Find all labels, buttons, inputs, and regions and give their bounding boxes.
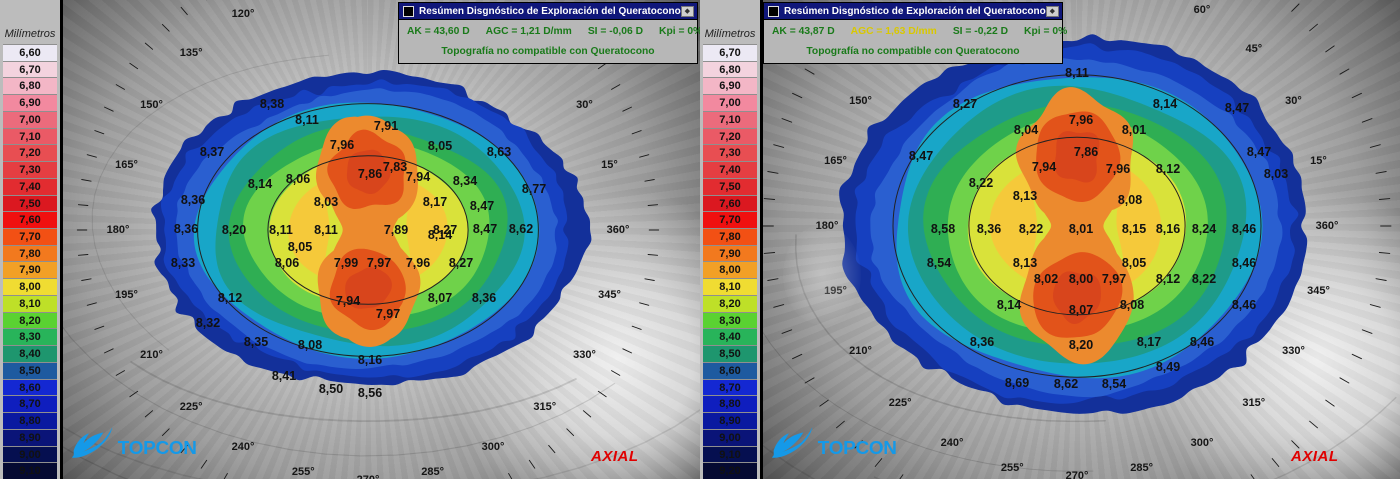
svg-text:7,89: 7,89 [384, 223, 408, 237]
svg-text:8,20: 8,20 [222, 223, 246, 237]
svg-text:8,04: 8,04 [1014, 123, 1038, 137]
svg-text:8,07: 8,07 [1069, 303, 1093, 317]
svg-text:8,32: 8,32 [196, 316, 220, 330]
svg-text:8,03: 8,03 [1264, 167, 1288, 181]
svg-text:8,34: 8,34 [453, 174, 477, 188]
svg-text:8,06: 8,06 [286, 172, 310, 186]
svg-text:8,05: 8,05 [1122, 256, 1146, 270]
svg-text:8,36: 8,36 [977, 222, 1001, 236]
svg-text:8,07: 8,07 [428, 291, 452, 305]
svg-text:7,96: 7,96 [1069, 113, 1093, 127]
svg-text:7,96: 7,96 [1106, 162, 1130, 176]
svg-text:TOPCON: TOPCON [818, 438, 897, 459]
svg-text:7,99: 7,99 [334, 256, 358, 270]
svg-text:8,14: 8,14 [1153, 97, 1177, 111]
svg-text:8,12: 8,12 [1156, 162, 1180, 176]
svg-text:TOPCON: TOPCON [118, 438, 197, 459]
svg-text:8,16: 8,16 [358, 353, 382, 367]
svg-text:8,46: 8,46 [1190, 335, 1214, 349]
svg-text:7,94: 7,94 [406, 170, 430, 184]
svg-text:8,77: 8,77 [522, 182, 546, 196]
svg-text:8,11: 8,11 [269, 223, 293, 237]
svg-text:8,14: 8,14 [997, 298, 1021, 312]
svg-text:8,16: 8,16 [1156, 222, 1180, 236]
svg-text:8,38: 8,38 [260, 97, 284, 111]
svg-text:7,97: 7,97 [367, 256, 391, 270]
svg-text:8,46: 8,46 [1232, 256, 1256, 270]
svg-text:8,47: 8,47 [1247, 145, 1271, 159]
svg-text:8,49: 8,49 [1156, 360, 1180, 374]
svg-text:8,62: 8,62 [509, 222, 533, 236]
svg-text:7,94: 7,94 [1032, 160, 1056, 174]
svg-text:8,54: 8,54 [1102, 377, 1126, 391]
svg-text:8,22: 8,22 [1192, 272, 1216, 286]
svg-text:8,36: 8,36 [181, 193, 205, 207]
svg-text:7,97: 7,97 [376, 307, 400, 321]
svg-text:8,13: 8,13 [1013, 189, 1037, 203]
svg-text:8,08: 8,08 [1120, 298, 1144, 312]
svg-text:8,17: 8,17 [1137, 335, 1161, 349]
svg-text:8,01: 8,01 [1069, 222, 1093, 236]
svg-text:8,35: 8,35 [244, 335, 268, 349]
svg-text:8,58: 8,58 [931, 222, 955, 236]
svg-text:8,05: 8,05 [288, 240, 312, 254]
svg-text:8,11: 8,11 [314, 223, 338, 237]
svg-text:8,37: 8,37 [200, 145, 224, 159]
svg-text:8,47: 8,47 [1225, 101, 1249, 115]
svg-text:8,11: 8,11 [295, 113, 319, 127]
svg-text:7,86: 7,86 [358, 167, 382, 181]
svg-text:8,08: 8,08 [298, 338, 322, 352]
svg-text:8,14: 8,14 [248, 177, 272, 191]
svg-text:8,47: 8,47 [473, 222, 497, 236]
svg-text:8,15: 8,15 [1122, 222, 1146, 236]
svg-text:8,24: 8,24 [1192, 222, 1216, 236]
svg-text:8,63: 8,63 [487, 145, 511, 159]
svg-text:8,46: 8,46 [1232, 222, 1256, 236]
svg-text:7,91: 7,91 [374, 119, 398, 133]
svg-text:8,13: 8,13 [1013, 256, 1037, 270]
svg-text:8,05: 8,05 [428, 139, 452, 153]
svg-text:8,00: 8,00 [1069, 272, 1093, 286]
svg-text:8,12: 8,12 [1156, 272, 1180, 286]
svg-text:8,12: 8,12 [218, 291, 242, 305]
svg-text:8,62: 8,62 [1054, 377, 1078, 391]
svg-text:7,83: 7,83 [383, 160, 407, 174]
svg-text:7,97: 7,97 [1102, 272, 1126, 286]
svg-text:8,69: 8,69 [1005, 376, 1029, 390]
svg-text:7,86: 7,86 [1074, 145, 1098, 159]
svg-text:8,36: 8,36 [970, 335, 994, 349]
svg-text:8,41: 8,41 [272, 369, 296, 383]
svg-text:8,47: 8,47 [470, 199, 494, 213]
svg-text:8,06: 8,06 [275, 256, 299, 270]
svg-text:8,54: 8,54 [927, 256, 951, 270]
svg-text:8,46: 8,46 [1232, 298, 1256, 312]
svg-text:8,36: 8,36 [472, 291, 496, 305]
svg-text:8,27: 8,27 [449, 256, 473, 270]
svg-text:8,36: 8,36 [174, 222, 198, 236]
svg-text:8,02: 8,02 [1034, 272, 1058, 286]
svg-text:8,03: 8,03 [314, 195, 338, 209]
svg-text:8,47: 8,47 [909, 149, 933, 163]
svg-text:7,96: 7,96 [406, 256, 430, 270]
svg-text:8,27: 8,27 [953, 97, 977, 111]
svg-text:8,17: 8,17 [423, 195, 447, 209]
svg-text:8,01: 8,01 [1122, 123, 1146, 137]
svg-text:8,08: 8,08 [1118, 193, 1142, 207]
svg-text:7,96: 7,96 [330, 138, 354, 152]
svg-text:8,20: 8,20 [1069, 338, 1093, 352]
svg-text:8,56: 8,56 [358, 386, 382, 400]
svg-text:8,50: 8,50 [319, 382, 343, 396]
svg-text:8,14: 8,14 [428, 228, 452, 242]
svg-text:8,33: 8,33 [171, 256, 195, 270]
svg-text:8,22: 8,22 [969, 176, 993, 190]
svg-text:8,22: 8,22 [1019, 222, 1043, 236]
svg-text:8,11: 8,11 [1065, 66, 1089, 80]
svg-text:7,94: 7,94 [336, 294, 360, 308]
